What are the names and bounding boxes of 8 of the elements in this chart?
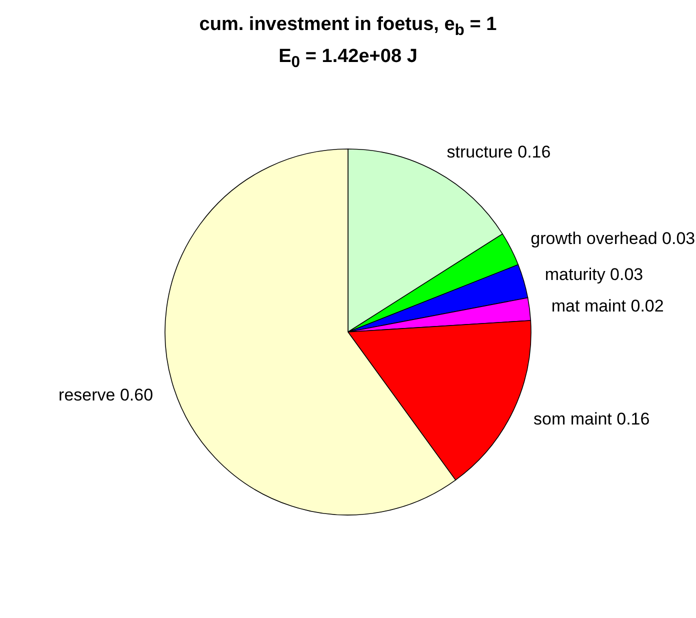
chart-subtitle: E$_{0}$ = 1.42e+08 J bbox=[278, 44, 418, 72]
slice-label: som maint 0.16 bbox=[533, 408, 650, 428]
slice-label: reserve 0.60 bbox=[58, 384, 154, 404]
slice-label: maturity 0.03 bbox=[544, 264, 644, 284]
chart-title: cum. investment in foetus, e$_{b}$ = 1 bbox=[198, 13, 498, 40]
slice-label: growth overhead 0.03 bbox=[530, 228, 696, 248]
slice-label: structure 0.16 bbox=[446, 142, 551, 161]
slice-label: mat maint 0.02 bbox=[551, 296, 664, 315]
